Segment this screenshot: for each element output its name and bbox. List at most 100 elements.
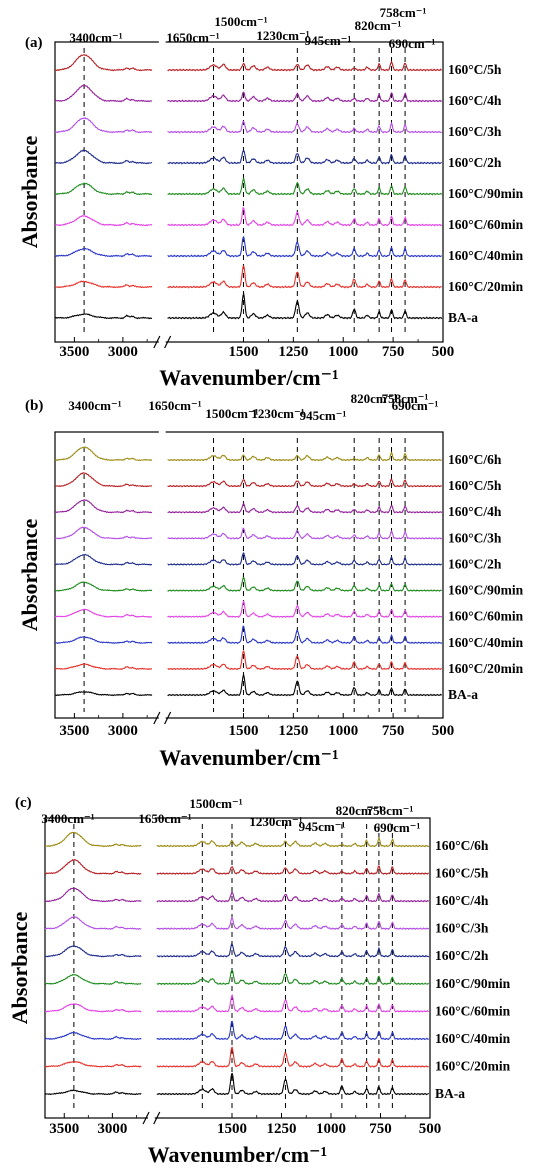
series-label: 160°C/90min — [448, 583, 524, 598]
series-label: BA-a — [448, 687, 478, 702]
series-line — [156, 969, 429, 986]
axis-break-mark — [142, 1111, 150, 1125]
series-line — [45, 945, 142, 958]
y-axis-title: Absorbance — [7, 912, 32, 1025]
chart-panel-1: 3500 3000 1500 1250 1000 750 500 Wavenumber/cm⁻… — [17, 391, 524, 770]
series-line — [54, 663, 153, 671]
series-line — [54, 214, 153, 227]
peak-marker-label: 945cm⁻¹ — [300, 408, 347, 423]
series-line — [44, 1089, 142, 1096]
panel-label: (a) — [25, 35, 43, 51]
x-tick-label: 1250 — [267, 1121, 297, 1137]
x-tick-label: 3500 — [59, 723, 89, 739]
series-line — [44, 973, 142, 986]
peak-marker-label: 758cm⁻¹ — [380, 5, 427, 20]
peak-marker-label: 690cm⁻¹ — [374, 820, 421, 835]
peak-marker-label: 820cm⁻¹ — [351, 391, 398, 406]
series-line — [54, 499, 153, 514]
series-line — [44, 858, 142, 875]
x-tick-label: 3000 — [97, 1121, 127, 1137]
series-label: 160°C/4h — [448, 93, 502, 108]
axis-break-mark — [153, 1111, 161, 1125]
series-line — [54, 636, 153, 644]
series-line — [167, 207, 443, 227]
chart-panel-0: 3500 3000 1500 1250 1000 750 500 Wavenumber/cm⁻… — [17, 5, 524, 390]
series-line — [167, 60, 442, 72]
axis-break-mark — [164, 711, 172, 725]
panel-label: (c) — [15, 795, 32, 811]
series-label: 160°C/4h — [435, 893, 489, 908]
series-line — [156, 891, 429, 903]
series-label: BA-a — [448, 310, 478, 325]
series-label: 160°C/40min — [448, 248, 524, 263]
axis-break-gap — [148, 1113, 155, 1123]
series-label: 160°C/20min — [435, 1058, 511, 1073]
series-label: 160°C/20min — [448, 661, 524, 676]
x-tick-label: 1000 — [316, 1121, 346, 1137]
series-label: 160°C/60min — [435, 1003, 511, 1018]
series-label: 160°C/90min — [448, 186, 524, 201]
series-line — [156, 1072, 429, 1096]
series-line — [54, 280, 153, 289]
series-label: 160°C/40min — [448, 635, 524, 650]
x-tick-label: 1500 — [228, 344, 258, 360]
plot-frame — [44, 817, 431, 1119]
series-line — [167, 150, 442, 165]
series-label: 160°C/2h — [435, 948, 489, 963]
x-tick-label: 500 — [419, 1121, 442, 1137]
plot-frame — [54, 431, 444, 719]
peak-marker-label: 1650cm⁻¹ — [166, 30, 219, 45]
series-line — [44, 1031, 142, 1041]
x-tick-label: 750 — [382, 344, 405, 360]
x-tick-label: 500 — [432, 723, 455, 739]
series-line — [54, 247, 153, 258]
series-line — [167, 235, 442, 258]
series-line — [54, 117, 153, 134]
series-line — [44, 1060, 142, 1068]
series-line — [167, 600, 443, 619]
peak-marker-label: 690cm⁻¹ — [389, 36, 436, 51]
series-line — [55, 53, 153, 72]
y-axis-title: Absorbance — [17, 519, 42, 632]
series-line — [44, 1003, 142, 1013]
x-tick-label: 3000 — [108, 344, 138, 360]
y-axis-title: Absorbance — [17, 136, 42, 249]
series-label: 160°C/90min — [435, 976, 511, 991]
series-label: 160°C/6h — [448, 452, 502, 467]
peak-marker-label: 945cm⁻¹ — [299, 819, 346, 834]
series-line — [44, 915, 142, 931]
series-line — [167, 576, 442, 592]
series-line — [44, 831, 142, 848]
series-line — [156, 1046, 429, 1068]
x-tick-label: 1250 — [278, 344, 308, 360]
series-label: BA-a — [435, 1086, 465, 1101]
series-line — [54, 182, 153, 196]
x-axis-title: Wavenumber/cm⁻¹ — [148, 1142, 328, 1167]
peak-marker-label: 1230cm⁻¹ — [251, 406, 304, 421]
x-tick-label: 3000 — [108, 723, 138, 739]
series-line — [54, 446, 153, 462]
x-tick-label: 3500 — [59, 344, 89, 360]
series-line — [54, 472, 153, 488]
series-line — [156, 916, 430, 931]
series-line — [167, 551, 442, 566]
peak-marker-label: 3400cm⁻¹ — [41, 811, 94, 826]
series-line — [156, 836, 430, 848]
series-line — [167, 176, 443, 196]
x-tick-label: 500 — [432, 344, 455, 360]
series-line — [167, 625, 443, 645]
plot-frame — [54, 41, 444, 343]
panel-label: (b) — [25, 398, 43, 414]
series-line — [167, 673, 442, 697]
axis-break-gap-top — [148, 813, 155, 823]
series-line — [55, 691, 153, 697]
series-label: 160°C/2h — [448, 556, 502, 571]
series-line — [54, 149, 153, 165]
peak-marker-label: 820cm⁻¹ — [336, 803, 383, 818]
series-label: 160°C/5h — [435, 866, 489, 881]
series-line — [167, 478, 442, 488]
series-label: 160°C/6h — [435, 838, 489, 853]
x-tick-label: 1500 — [217, 1121, 247, 1137]
axis-break-mark — [153, 335, 161, 349]
series-line — [54, 313, 153, 320]
